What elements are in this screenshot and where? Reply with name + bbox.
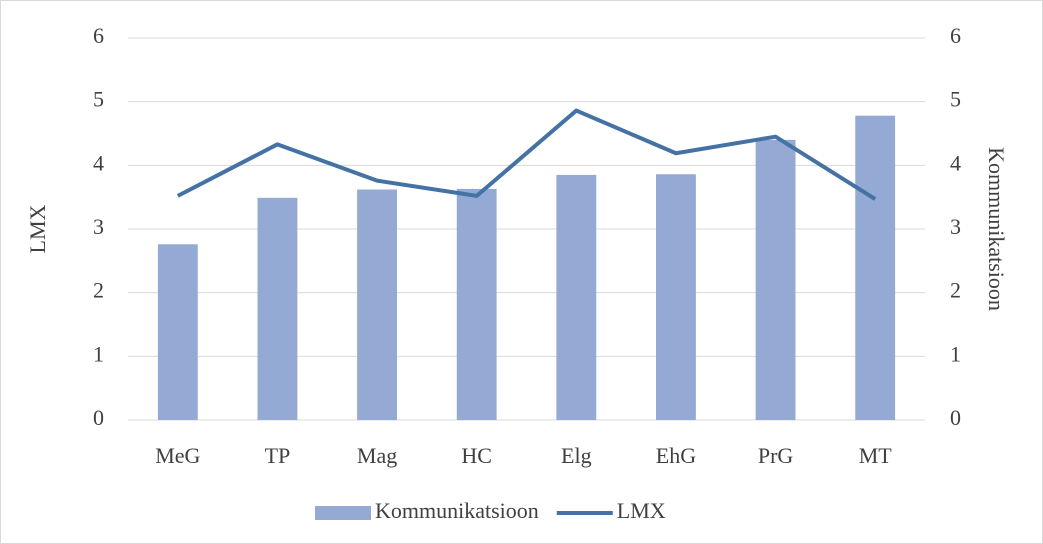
- bar: [157, 244, 198, 420]
- bar: [755, 139, 796, 420]
- y2-tick-label: 2: [950, 278, 961, 303]
- bar: [855, 115, 896, 420]
- x-tick-label: TP: [265, 443, 291, 468]
- legend-label: LMX: [617, 498, 666, 523]
- y2-tick-label: 4: [950, 150, 961, 175]
- y-tick-label: 4: [93, 150, 104, 175]
- legend-label: Kommunikatsioon: [375, 498, 539, 523]
- y2-tick-label: 3: [950, 214, 961, 239]
- x-tick-label: MT: [859, 443, 893, 468]
- y-tick-label: 1: [93, 341, 104, 366]
- y-tick-label: 5: [93, 87, 104, 112]
- x-tick-label: EhG: [656, 443, 696, 468]
- x-tick-label: HC: [461, 443, 492, 468]
- x-tick-label: Elg: [561, 443, 592, 468]
- bar: [556, 174, 597, 420]
- legend-swatch: [315, 506, 371, 520]
- y2-tick-label: 6: [950, 23, 961, 48]
- bar: [656, 174, 696, 420]
- y-tick-label: 6: [93, 23, 104, 48]
- bar: [357, 189, 397, 420]
- y-axis-title: LMX: [25, 204, 50, 253]
- y2-tick-label: 0: [950, 405, 961, 430]
- y2-tick-label: 5: [950, 87, 961, 112]
- y-tick-label: 2: [93, 278, 104, 303]
- line: [176, 108, 877, 201]
- y-tick-label: 0: [93, 405, 104, 430]
- bar: [257, 197, 298, 420]
- bar: [456, 188, 497, 420]
- y2-tick-label: 1: [950, 341, 961, 366]
- x-tick-label: MeG: [155, 443, 200, 468]
- x-tick-label: PrG: [758, 443, 794, 468]
- x-tick-label: Mag: [357, 443, 397, 468]
- y-tick-label: 3: [93, 214, 104, 239]
- y2-axis-title: Kommunikatsioon: [984, 147, 1009, 311]
